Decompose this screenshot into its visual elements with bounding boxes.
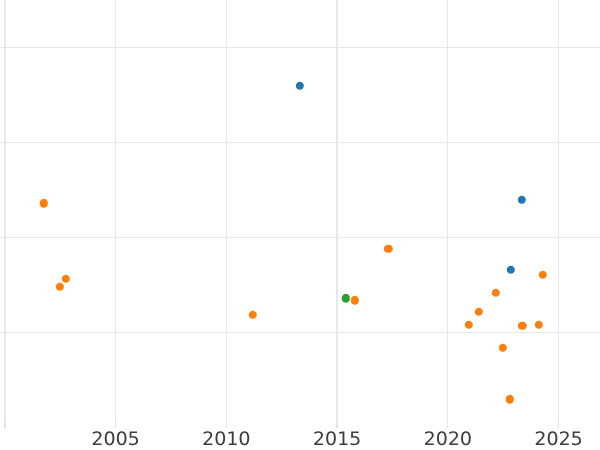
x-gridline xyxy=(447,0,449,423)
y-gridline xyxy=(0,332,600,334)
scatter-point-green xyxy=(341,294,351,303)
x-tick-mark xyxy=(447,423,449,428)
scatter-point-blue xyxy=(517,195,526,204)
scatter-point-orange xyxy=(61,274,70,283)
scatter-point-orange xyxy=(491,288,501,297)
x-tick-mark xyxy=(4,423,6,428)
scatter-point-orange xyxy=(534,320,544,330)
scatter-point-orange xyxy=(474,307,484,316)
x-gridline xyxy=(225,0,227,423)
x-tick-mark xyxy=(225,423,227,428)
y-gridline xyxy=(0,141,600,144)
scatter-point-orange xyxy=(505,395,515,404)
y-gridline xyxy=(0,236,600,239)
scatter-point-orange xyxy=(518,321,527,331)
scatter-point-orange xyxy=(538,270,547,279)
x-gridline xyxy=(557,0,560,423)
scatter-point-orange xyxy=(464,320,474,330)
plot-area xyxy=(0,0,600,423)
x-gridline xyxy=(114,0,117,423)
x-tick-label: 2025 xyxy=(534,428,583,450)
scatter-point-orange xyxy=(248,310,258,319)
scatter-point-orange xyxy=(39,199,49,208)
scatter-point-blue xyxy=(295,81,304,90)
scatter-point-orange xyxy=(55,282,64,292)
x-tick-label: 2010 xyxy=(202,428,251,450)
x-gridline xyxy=(336,0,338,423)
scatter-point-orange xyxy=(384,244,393,254)
y-gridline xyxy=(0,46,600,49)
x-tick-mark xyxy=(557,423,560,428)
scatter-point-blue xyxy=(506,265,515,275)
x-tick-label: 2015 xyxy=(312,428,362,450)
x-gridline xyxy=(4,0,6,423)
x-tick-mark xyxy=(336,423,338,428)
x-tick-mark xyxy=(114,423,117,428)
scatter-point-orange xyxy=(498,343,507,353)
x-tick-label: 2020 xyxy=(423,428,472,450)
x-tick-label: 2005 xyxy=(91,428,140,450)
scatter-point-orange xyxy=(350,296,360,305)
